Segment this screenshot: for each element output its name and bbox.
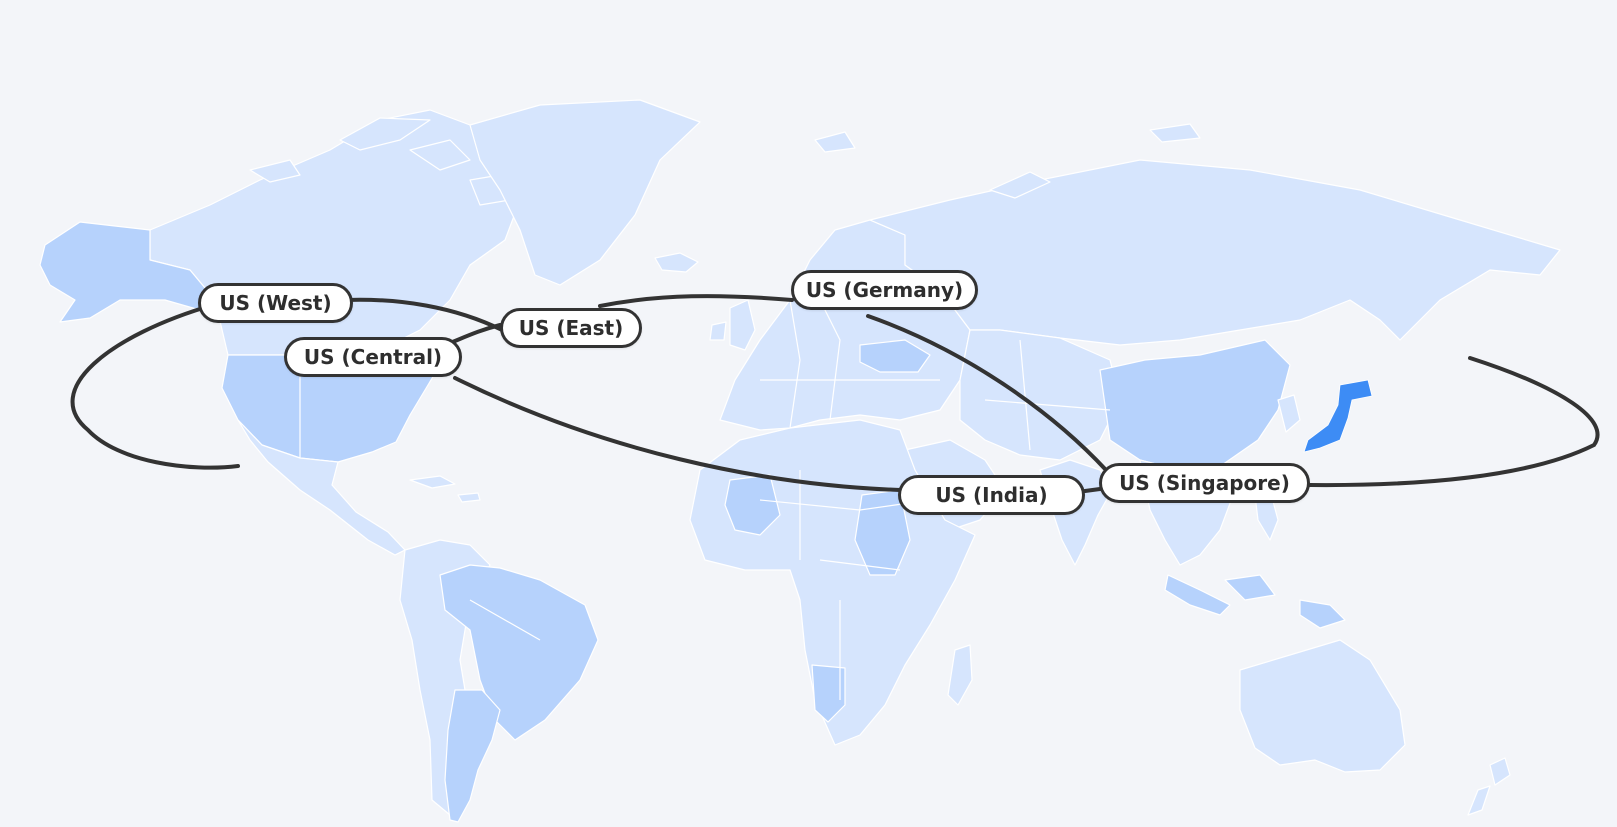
uk-ireland (709, 299, 756, 351)
route-east-germany (598, 294, 794, 308)
country-borders (299, 299, 1111, 700)
route-central-india (453, 376, 902, 492)
russian-islands (814, 123, 1201, 199)
argentina (444, 689, 501, 823)
mali (724, 474, 781, 536)
region-pill-central[interactable]: US (Central) (284, 337, 462, 377)
region-pill-india[interactable]: US (India) (898, 475, 1085, 515)
korea (1277, 394, 1301, 433)
china (1099, 339, 1291, 471)
region-pill-singapore[interactable]: US (Singapore) (1099, 463, 1310, 503)
greenland (469, 99, 701, 286)
route-india-singapore (1083, 487, 1102, 493)
region-pill-germany[interactable]: US (Germany) (791, 270, 978, 310)
region-pill-west[interactable]: US (West) (198, 283, 353, 323)
indonesia (1164, 574, 1346, 629)
arctic-islands (249, 117, 511, 206)
japan (1303, 379, 1373, 453)
brazil (439, 564, 599, 741)
route-west-loop (70, 303, 240, 470)
iceland (654, 252, 699, 273)
central-southwest-asia (959, 329, 1121, 461)
madagascar (947, 644, 973, 706)
new-zealand (1467, 757, 1511, 816)
ukraine (859, 339, 931, 373)
region-pill-east[interactable]: US (East) (500, 308, 642, 348)
alaska (39, 221, 216, 323)
australia (1239, 639, 1406, 773)
route-central-east (448, 323, 502, 345)
route-singapore-pacific (1308, 356, 1600, 488)
route-west-east (343, 297, 504, 332)
route-germany-singapore (866, 314, 1108, 472)
russia (869, 159, 1561, 346)
caribbean (409, 475, 481, 503)
